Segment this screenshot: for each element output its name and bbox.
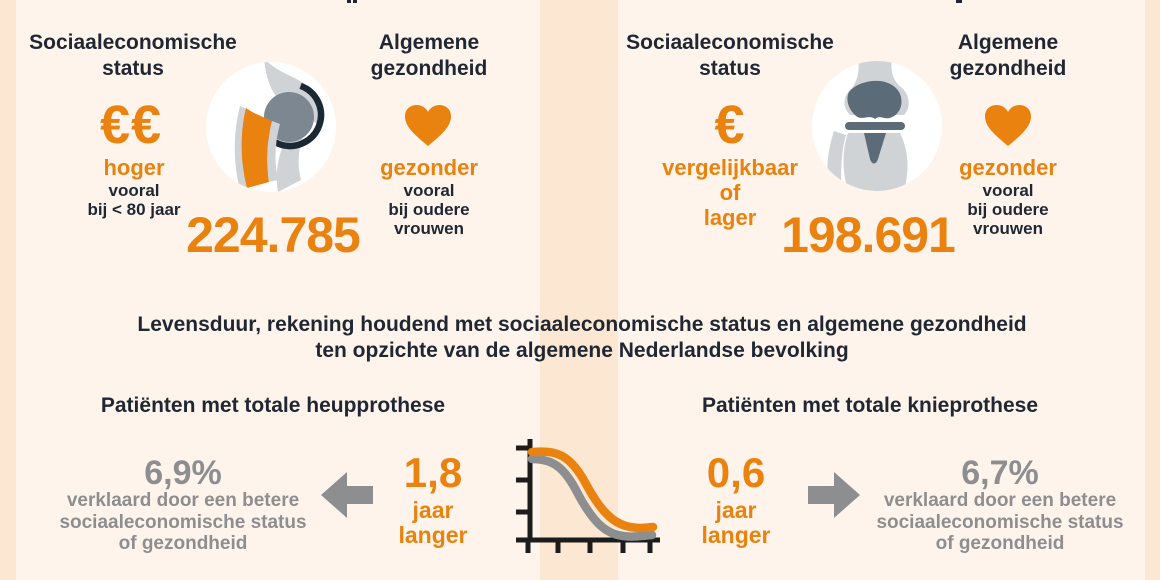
explained-note-hip: verklaard door een betere sociaaleconomi… bbox=[59, 490, 307, 554]
health-note-hip: vooral bij oudere vrouwen bbox=[388, 181, 470, 238]
years-longer-label-knee: jaar langer bbox=[701, 497, 771, 548]
cropped-text-descender bbox=[353, 0, 357, 3]
euro-icon-hip: €€ bbox=[99, 95, 163, 155]
patient-count-knee: 198.691 bbox=[781, 207, 956, 263]
survival-chart bbox=[516, 439, 660, 553]
cropped-text-descender bbox=[956, 0, 962, 3]
ses-heading-hip: Sociaaleconomische status bbox=[29, 31, 237, 80]
cropped-text-descender bbox=[347, 0, 351, 3]
euro-icon-knee: € bbox=[714, 95, 746, 155]
orange-survival-curve bbox=[527, 447, 658, 533]
arrow-left-icon bbox=[321, 472, 373, 518]
health-keyword-hip: gezonder bbox=[380, 155, 478, 180]
ses-note-hip: vooral bij < 80 jaar bbox=[87, 181, 181, 219]
ses-keyword-hip: hoger bbox=[103, 155, 165, 180]
ses-keyword-knee: vergelijkbaar of lager bbox=[662, 155, 798, 230]
health-heading-knee: Algemene gezondheid bbox=[949, 31, 1067, 80]
ses-heading-knee: Sociaaleconomische status bbox=[626, 31, 834, 80]
explained-percent-knee: 6,7% bbox=[961, 454, 1039, 492]
hip-prosthesis-icon bbox=[206, 62, 336, 192]
knee-prosthesis-icon bbox=[812, 61, 942, 191]
gray-survival-curve bbox=[527, 454, 657, 541]
health-keyword-knee: gezonder bbox=[959, 155, 1057, 180]
bottom-title-hip: Patiënten met totale heupprothese bbox=[100, 394, 446, 417]
years-longer-value-hip: 1,8 bbox=[403, 449, 463, 496]
years-longer-value-knee: 0,6 bbox=[706, 449, 766, 496]
explained-note-knee: verklaard door een betere sociaaleconomi… bbox=[876, 490, 1124, 554]
years-longer-label-hip: jaar langer bbox=[398, 497, 468, 548]
explained-percent-hip: 6,9% bbox=[144, 454, 222, 492]
section-heading-levensduur: Levensduur, rekening houdend met sociaal… bbox=[137, 313, 1027, 362]
arrow-right-icon bbox=[808, 472, 860, 518]
health-heading-hip: Algemene gezondheid bbox=[370, 31, 488, 80]
health-note-knee: vooral bij oudere vrouwen bbox=[967, 181, 1049, 238]
bottom-title-knee: Patiënten met totale knieprothese bbox=[701, 394, 1039, 417]
heart-icon-knee bbox=[985, 105, 1031, 146]
heart-icon-hip bbox=[405, 105, 451, 146]
patient-count-hip: 224.785 bbox=[186, 207, 361, 263]
